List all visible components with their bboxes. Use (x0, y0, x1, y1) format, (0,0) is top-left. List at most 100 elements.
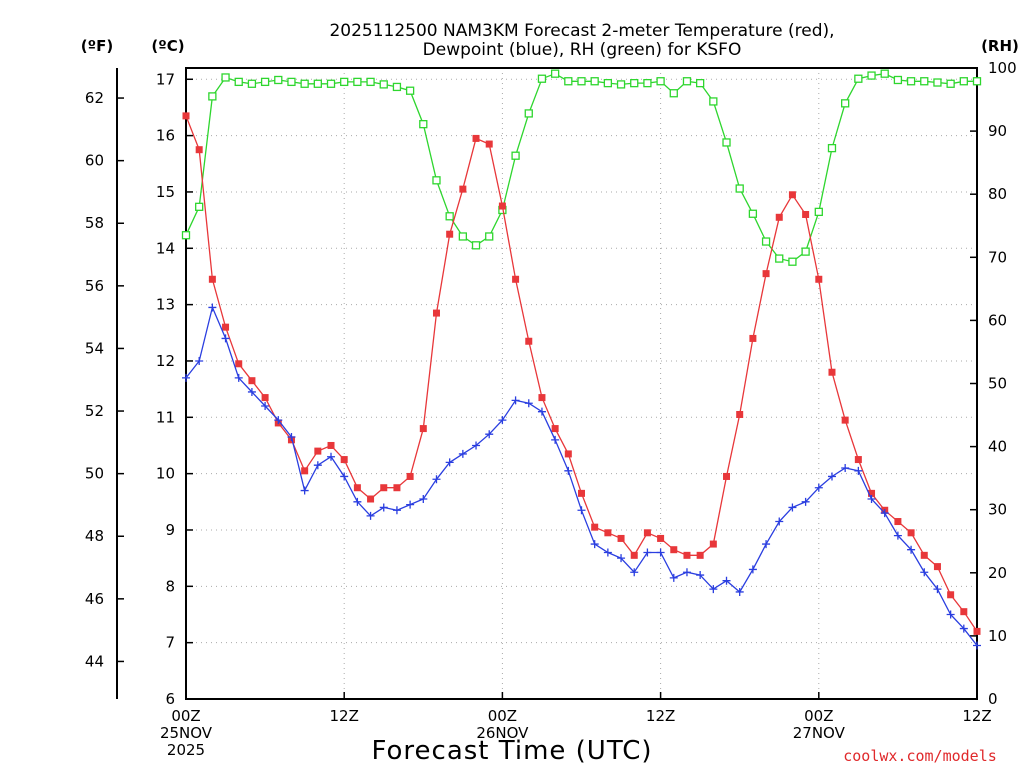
celsius-tick-label: 12 (156, 352, 175, 370)
dewpoint-point (353, 497, 362, 506)
rh-point (247, 79, 257, 88)
x-tick-label: 00Z (488, 707, 517, 725)
temperature-point (960, 608, 968, 616)
temperature-point (222, 323, 230, 331)
temperature-point (314, 447, 322, 455)
rh-point (300, 79, 309, 88)
dewpoint-point (669, 573, 678, 582)
temperature-point (604, 529, 612, 537)
rh-point (537, 74, 547, 83)
fahrenheit-tick-label: 44 (85, 652, 104, 670)
rh-point (287, 77, 296, 87)
rh-point (419, 120, 428, 129)
rh-tick-label: 0 (988, 690, 998, 708)
temperature-point (630, 551, 638, 559)
rh-tick-label: 50 (988, 375, 1007, 393)
rh-point (616, 80, 626, 89)
dewpoint-point (551, 435, 560, 444)
temperature-point (301, 467, 309, 475)
rh-tick-label: 100 (988, 59, 1017, 77)
dewpoint-point (340, 472, 349, 481)
rh-point (274, 75, 283, 85)
chart-title-line1: 2025112500 NAM3KM Forecast 2-meter Tempe… (329, 21, 834, 41)
dewpoint-point (762, 540, 771, 549)
x-tick-label: 00Z (804, 707, 833, 725)
temperature-point (525, 337, 533, 345)
rh-point (603, 78, 613, 88)
temperature-point (578, 489, 585, 497)
dewpoint-point (221, 334, 230, 343)
rh-point (880, 69, 889, 78)
celsius-tick-label: 9 (165, 521, 175, 539)
temperature-point (828, 368, 836, 376)
temperature-point (182, 112, 190, 120)
x-tick-label: 12Z (646, 707, 675, 725)
temperature-point (854, 456, 862, 464)
dewpoint-point (880, 509, 889, 518)
x-tick-label: 2025 (167, 741, 205, 759)
temperature-point (815, 275, 823, 283)
temperature-point (788, 191, 796, 199)
x-tick-label: 00Z (171, 707, 200, 725)
rh-point (696, 78, 705, 88)
x-tick-label: 12Z (330, 707, 359, 725)
dewpoint-point (920, 568, 929, 577)
rh-point (946, 79, 955, 88)
rh-point (458, 232, 468, 241)
rh-point (195, 202, 204, 211)
dewpoint-point (208, 303, 217, 312)
dewpoint-point (274, 416, 283, 425)
temperature-point (406, 472, 414, 480)
temperature-point (670, 546, 678, 554)
temperature-point (802, 210, 810, 218)
dewpoint-point (748, 565, 757, 574)
rh-point (366, 77, 375, 87)
dewpoint-point (458, 449, 467, 458)
rh-point (577, 77, 586, 86)
temperature-point (947, 591, 955, 599)
fahrenheit-tick-label: 60 (85, 152, 104, 170)
series-dewpoint (182, 303, 981, 650)
dewpoint-point (247, 387, 256, 396)
dewpoint-point (841, 464, 850, 473)
temperature-point (749, 334, 757, 342)
fahrenheit-tick-label: 50 (85, 465, 104, 483)
dewpoint-point (234, 373, 243, 382)
dewpoint-point (406, 500, 415, 509)
celsius-unit-label: (ºC) (151, 37, 184, 55)
rh-point (761, 237, 771, 246)
temperature-point (380, 484, 388, 492)
rh-point (432, 176, 441, 185)
rh-point (656, 77, 665, 86)
dewpoint-point (300, 486, 309, 495)
rh-point (326, 79, 336, 88)
dewpoint-point (603, 548, 612, 557)
dewpoint-point (195, 356, 204, 365)
fahrenheit-tick-label: 52 (85, 402, 104, 420)
rh-point (893, 75, 903, 85)
dewpoint-point (564, 466, 573, 475)
temperature-point (775, 213, 783, 221)
temperature-point (894, 518, 902, 526)
rh-point (959, 77, 968, 86)
dewpoint-point (709, 585, 718, 594)
fahrenheit-tick-label: 54 (85, 339, 104, 357)
temperature-point (617, 534, 625, 542)
rh-point (920, 77, 929, 86)
rh-tick-label: 30 (988, 501, 1007, 519)
rh-tick-label: 10 (988, 627, 1007, 645)
temperature-point (498, 202, 506, 210)
gridlines (186, 68, 977, 699)
rh-point (788, 257, 797, 266)
x-tick-label: 26NOV (476, 724, 529, 742)
dewpoint-point (366, 511, 375, 520)
dewpoint-point (617, 554, 626, 563)
rh-point (353, 77, 362, 87)
source-credit: coolwx.com/models (843, 747, 997, 765)
dewpoint-point (814, 483, 823, 492)
celsius-tick-label: 8 (165, 577, 175, 595)
x-axis-title: Forecast Time (UTC) (371, 736, 652, 766)
temperature-point (551, 425, 559, 433)
x-tick-label: 25NOV (160, 724, 213, 742)
temperature-point (696, 551, 704, 559)
